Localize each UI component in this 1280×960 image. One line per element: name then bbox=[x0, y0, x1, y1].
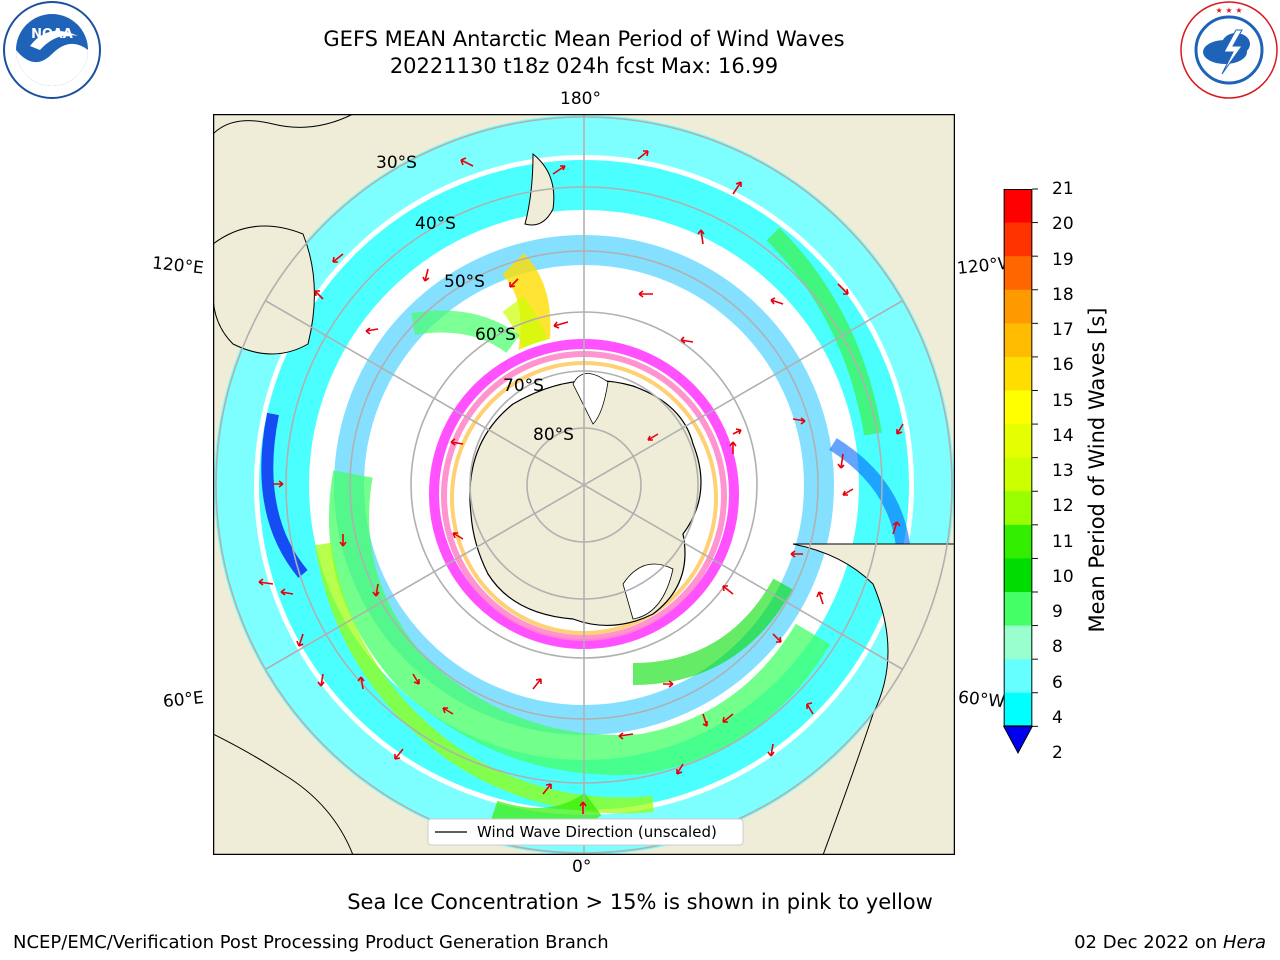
lon-label-60w: 60°W bbox=[957, 687, 1006, 713]
footer-date-text: 02 Dec 2022 on bbox=[1074, 932, 1223, 953]
colorbar-label: Mean Period of Wind Waves [s] bbox=[1085, 307, 1109, 633]
footer-branch: NCEP/EMC/Verification Post Processing Pr… bbox=[13, 932, 609, 953]
lon-label-120e: 120°E bbox=[151, 253, 205, 279]
lon-label-60e: 60°E bbox=[162, 687, 205, 713]
wind-wave-arrows bbox=[258, 150, 904, 814]
colorbar-segment bbox=[1003, 457, 1033, 492]
australia-landmass bbox=[213, 225, 315, 355]
colorbar-tick-label: 13 bbox=[1052, 461, 1074, 481]
colorbar-segment bbox=[1003, 558, 1033, 593]
map-subtitle-run-info: 20221130 t18z 024h fcst Max: 16.99 bbox=[389, 54, 779, 78]
lat-label-40s: 40°S bbox=[415, 214, 456, 234]
antarctic-map: Wind Wave Direction (unscaled) bbox=[213, 114, 955, 855]
lon-label-0: 0° bbox=[572, 857, 592, 877]
lat-label-60s: 60°S bbox=[475, 325, 516, 345]
colorbar-segment bbox=[1003, 222, 1033, 257]
arrow-legend: Wind Wave Direction (unscaled) bbox=[427, 818, 744, 846]
africa-landmass bbox=[213, 733, 354, 855]
colorbar-tick-label: 16 bbox=[1052, 355, 1074, 376]
legend-label: Wind Wave Direction (unscaled) bbox=[477, 823, 717, 841]
colorbar-segment bbox=[1003, 189, 1033, 224]
lat-label-70s: 70°S bbox=[503, 376, 544, 396]
footer-host: Hera bbox=[1222, 932, 1266, 953]
colorbar-tick-label: 6 bbox=[1052, 672, 1063, 693]
map-title: GEFS MEAN Antarctic Mean Period of Wind … bbox=[323, 27, 845, 51]
colorbar-tick-label: 4 bbox=[1052, 707, 1063, 728]
colorbar-tick-label: 15 bbox=[1052, 390, 1074, 411]
colorbar-segment bbox=[1003, 625, 1033, 660]
footer-date: 02 Dec 2022 on Hera bbox=[1074, 932, 1266, 953]
graticule bbox=[215, 114, 953, 855]
new-zealand-landmass bbox=[524, 152, 555, 226]
sea-ice-note: Sea Ice Concentration > 15% is shown in … bbox=[347, 890, 933, 914]
colorbar-segment bbox=[1003, 692, 1033, 727]
colorbar-border bbox=[1003, 189, 1033, 727]
colorbar-tick-label: 17 bbox=[1052, 320, 1074, 340]
colorbar-tick-label: 10 bbox=[1052, 566, 1074, 587]
lat-label-80s: 80°S bbox=[533, 425, 574, 445]
colorbar-tick-label: 14 bbox=[1052, 425, 1074, 446]
noaa-logo-text: NOAA bbox=[31, 27, 73, 42]
south-america-landmass bbox=[792, 543, 955, 855]
colorbar-segment bbox=[1003, 524, 1033, 559]
colorbar-tick-label: 19 bbox=[1052, 249, 1074, 270]
antarctica-landmass bbox=[469, 379, 702, 626]
colorbar-segment bbox=[1003, 256, 1033, 291]
colorbar-segment bbox=[1003, 491, 1033, 526]
colorbar-extend-arrow bbox=[1002, 725, 1034, 755]
colorbar-segment bbox=[1003, 356, 1033, 391]
colorbar-tick-label: 21 bbox=[1052, 179, 1074, 199]
noaa-logo: NOAA bbox=[3, 1, 101, 99]
colorbar-tick-label: 12 bbox=[1052, 496, 1074, 517]
lat-label-30s: 30°S bbox=[376, 153, 417, 173]
colorbar-tick-label: 8 bbox=[1052, 637, 1063, 658]
map-border bbox=[213, 114, 955, 855]
colorbar-segment bbox=[1003, 323, 1033, 358]
colorbar-segment bbox=[1003, 659, 1033, 694]
colorbar-segment bbox=[1003, 591, 1033, 627]
colorbar bbox=[1002, 188, 1039, 755]
colorbar-segment bbox=[1003, 424, 1033, 459]
colorbar-tick-label: 18 bbox=[1052, 284, 1074, 305]
colorbar-tick-label: 9 bbox=[1052, 602, 1063, 622]
svg-text:★ ★ ★: ★ ★ ★ bbox=[1215, 6, 1242, 15]
colorbar-tick-label: 11 bbox=[1052, 531, 1074, 552]
colorbar-tick-label: 2 bbox=[1052, 743, 1063, 763]
nws-logo: ★ ★ ★ bbox=[1180, 1, 1278, 99]
colorbar-tick-label: 20 bbox=[1052, 214, 1074, 235]
lon-label-180: 180° bbox=[560, 89, 601, 109]
colorbar-segment bbox=[1003, 390, 1033, 425]
colorbar-segment bbox=[1003, 289, 1033, 324]
lat-label-50s: 50°S bbox=[444, 272, 485, 292]
